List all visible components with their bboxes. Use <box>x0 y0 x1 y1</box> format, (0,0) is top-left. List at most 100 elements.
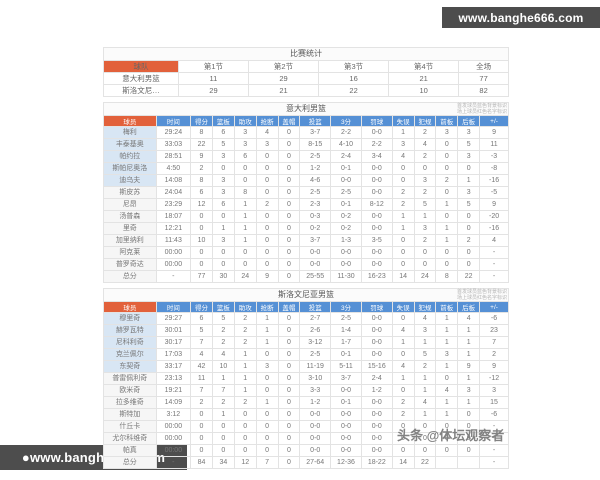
team-title: 斯洛文尼亚男篮 <box>278 290 334 299</box>
stat-cell: 4 <box>391 150 415 163</box>
stat-cell: 0 <box>190 444 213 457</box>
stat-col-header: 篮板 <box>211 115 235 127</box>
total-stat-cell <box>435 456 459 469</box>
stat-cell: 0 <box>277 138 301 151</box>
stat-cell: 0 <box>391 258 415 271</box>
stat-cell: 3 <box>391 138 415 151</box>
player-name: 普罗奇达 <box>103 258 157 271</box>
total-stat-cell: 77 <box>190 270 213 283</box>
stat-cell: 2 <box>211 336 235 349</box>
stat-cell: 4 <box>435 384 459 397</box>
total-stat-cell: 8 <box>435 270 459 283</box>
stat-cell: -5 <box>479 186 509 199</box>
stat-cell: 0 <box>255 258 279 271</box>
player-name: 拉多维奇 <box>103 396 157 409</box>
stat-cell: 0-0 <box>360 258 393 271</box>
stat-cell: 0 <box>413 246 437 259</box>
stat-cell: 19:21 <box>155 384 192 397</box>
stat-cell: 1 <box>435 408 459 421</box>
stat-cell: 0-1 <box>330 348 362 361</box>
stat-cell: 1 <box>413 372 437 385</box>
stat-cell: 0 <box>255 444 279 457</box>
player-row: 迪乌夫 14:08 8 3 0 0 0 4-6 0-0 0-0 0 3 2 1 -16 <box>103 174 509 187</box>
stat-cell: 3 <box>457 384 481 397</box>
score-cell: 29 <box>177 84 249 97</box>
stat-cell: 3 <box>435 348 459 361</box>
total-stat-cell: 22 <box>457 270 481 283</box>
stat-cell: 0 <box>391 162 415 175</box>
stat-cell: 6 <box>211 198 235 211</box>
stat-col-header: 抢断 <box>255 115 279 127</box>
player-name: 加里纳利 <box>103 234 157 247</box>
stat-cell: 11 <box>190 372 213 385</box>
stat-cell: 14:09 <box>155 396 192 409</box>
stat-cell: 6 <box>190 312 213 325</box>
stat-cell: 0 <box>435 210 459 223</box>
total-stat-cell: 24 <box>413 270 437 283</box>
stat-cell: 0 <box>277 126 301 139</box>
stat-cell: 1 <box>391 222 415 235</box>
stat-cell: 5 <box>413 348 437 361</box>
stat-cell: 0-1 <box>330 396 362 409</box>
stat-cell: 0 <box>435 246 459 259</box>
stat-cell: 12 <box>190 198 213 211</box>
game-summary-section: 比赛统计 球队 第1节 第2节 第3节 第4节 全场 意大利男篮 11 29 16 21… <box>103 47 509 97</box>
stat-col-header: 盖帽 <box>277 301 301 313</box>
player-name: 赫罗瓦特 <box>103 324 157 337</box>
stat-cell: 1 <box>391 210 415 223</box>
stat-cell: -3 <box>479 150 509 163</box>
score-cell: 10 <box>388 84 460 97</box>
stat-cell: 14:08 <box>155 174 192 187</box>
stat-col-header: 助攻 <box>233 115 257 127</box>
stat-col-header: 罚球 <box>360 115 393 127</box>
stat-cell: 0 <box>457 246 481 259</box>
stat-cell: 0 <box>233 444 257 457</box>
stat-cell: 2 <box>255 198 279 211</box>
stat-cell: 0 <box>435 162 459 175</box>
player-name: 普雷佩利奇 <box>103 372 157 385</box>
stat-cell: 1 <box>457 372 481 385</box>
stat-cell: 3 <box>435 126 459 139</box>
stat-cell: 0 <box>255 222 279 235</box>
player-name: 克兰佩尔 <box>103 348 157 361</box>
stat-cell: 0 <box>255 234 279 247</box>
stat-cell: 0-0 <box>330 174 362 187</box>
stat-cell: 0 <box>413 162 437 175</box>
player-row: 汤普森 18:07 0 0 1 0 0 0-3 0-2 0-0 1 1 0 0 -20 <box>103 210 509 223</box>
watermark-url-text: www.banghe666.com <box>458 10 584 25</box>
total-stat-cell: 12 <box>233 456 257 469</box>
stat-cell: 7 <box>211 384 235 397</box>
stat-cell: 0-0 <box>360 396 393 409</box>
player-row: 赫罗瓦特 30:01 5 2 2 1 0 2-6 1-4 0-0 4 3 1 1 23 <box>103 324 509 337</box>
player-row: 普罗奇达 00:00 0 0 0 0 0 0-0 0-0 0-0 0 0 0 0- <box>103 258 509 271</box>
stat-cell: 0 <box>277 150 301 163</box>
summary-team-row: 斯洛文尼… 29 21 22 10 82 <box>103 84 509 97</box>
stat-cell: 5 <box>457 138 481 151</box>
stat-cell: 1 <box>255 312 279 325</box>
quarter-scores-table: 球队 第1节 第2节 第3节 第4节 全场 意大利男篮 11 29 16 21 77 斯洛文… <box>103 60 509 97</box>
stat-cell: 0 <box>391 348 415 361</box>
stats-header-row: 球员 时间 得分 篮板 助攻 抢断 盖帽 投篮 3分 罚球 失误 犯规 前板 后板 +/- <box>103 301 509 313</box>
stat-col-header: 时间 <box>155 301 192 313</box>
team-col-header: 球队 <box>103 60 179 73</box>
total-stat-cell: 18-22 <box>360 456 393 469</box>
stat-cell: 0 <box>233 246 257 259</box>
stat-cell: 3 <box>233 126 257 139</box>
stat-cell: 1 <box>233 384 257 397</box>
stat-cell: 1-2 <box>299 162 332 175</box>
col-header-q3: 第3节 <box>318 60 390 73</box>
stat-cell: 2-5 <box>330 186 362 199</box>
stat-cell: 4 <box>479 234 509 247</box>
stat-cell: -8 <box>479 162 509 175</box>
player-name: 梅利 <box>103 126 157 139</box>
total-label: 总分 <box>103 270 157 283</box>
stat-cell: 12:21 <box>155 222 192 235</box>
stat-cell: 0 <box>277 444 301 457</box>
stat-cell: 0 <box>233 408 257 421</box>
total-stat-cell: - <box>155 270 192 283</box>
player-name: 什丘卡 <box>103 420 157 433</box>
total-stat-cell: 12-36 <box>330 456 362 469</box>
stat-cell: 0-0 <box>299 246 332 259</box>
stat-cell: 0 <box>211 258 235 271</box>
stat-cell: 0 <box>277 198 301 211</box>
